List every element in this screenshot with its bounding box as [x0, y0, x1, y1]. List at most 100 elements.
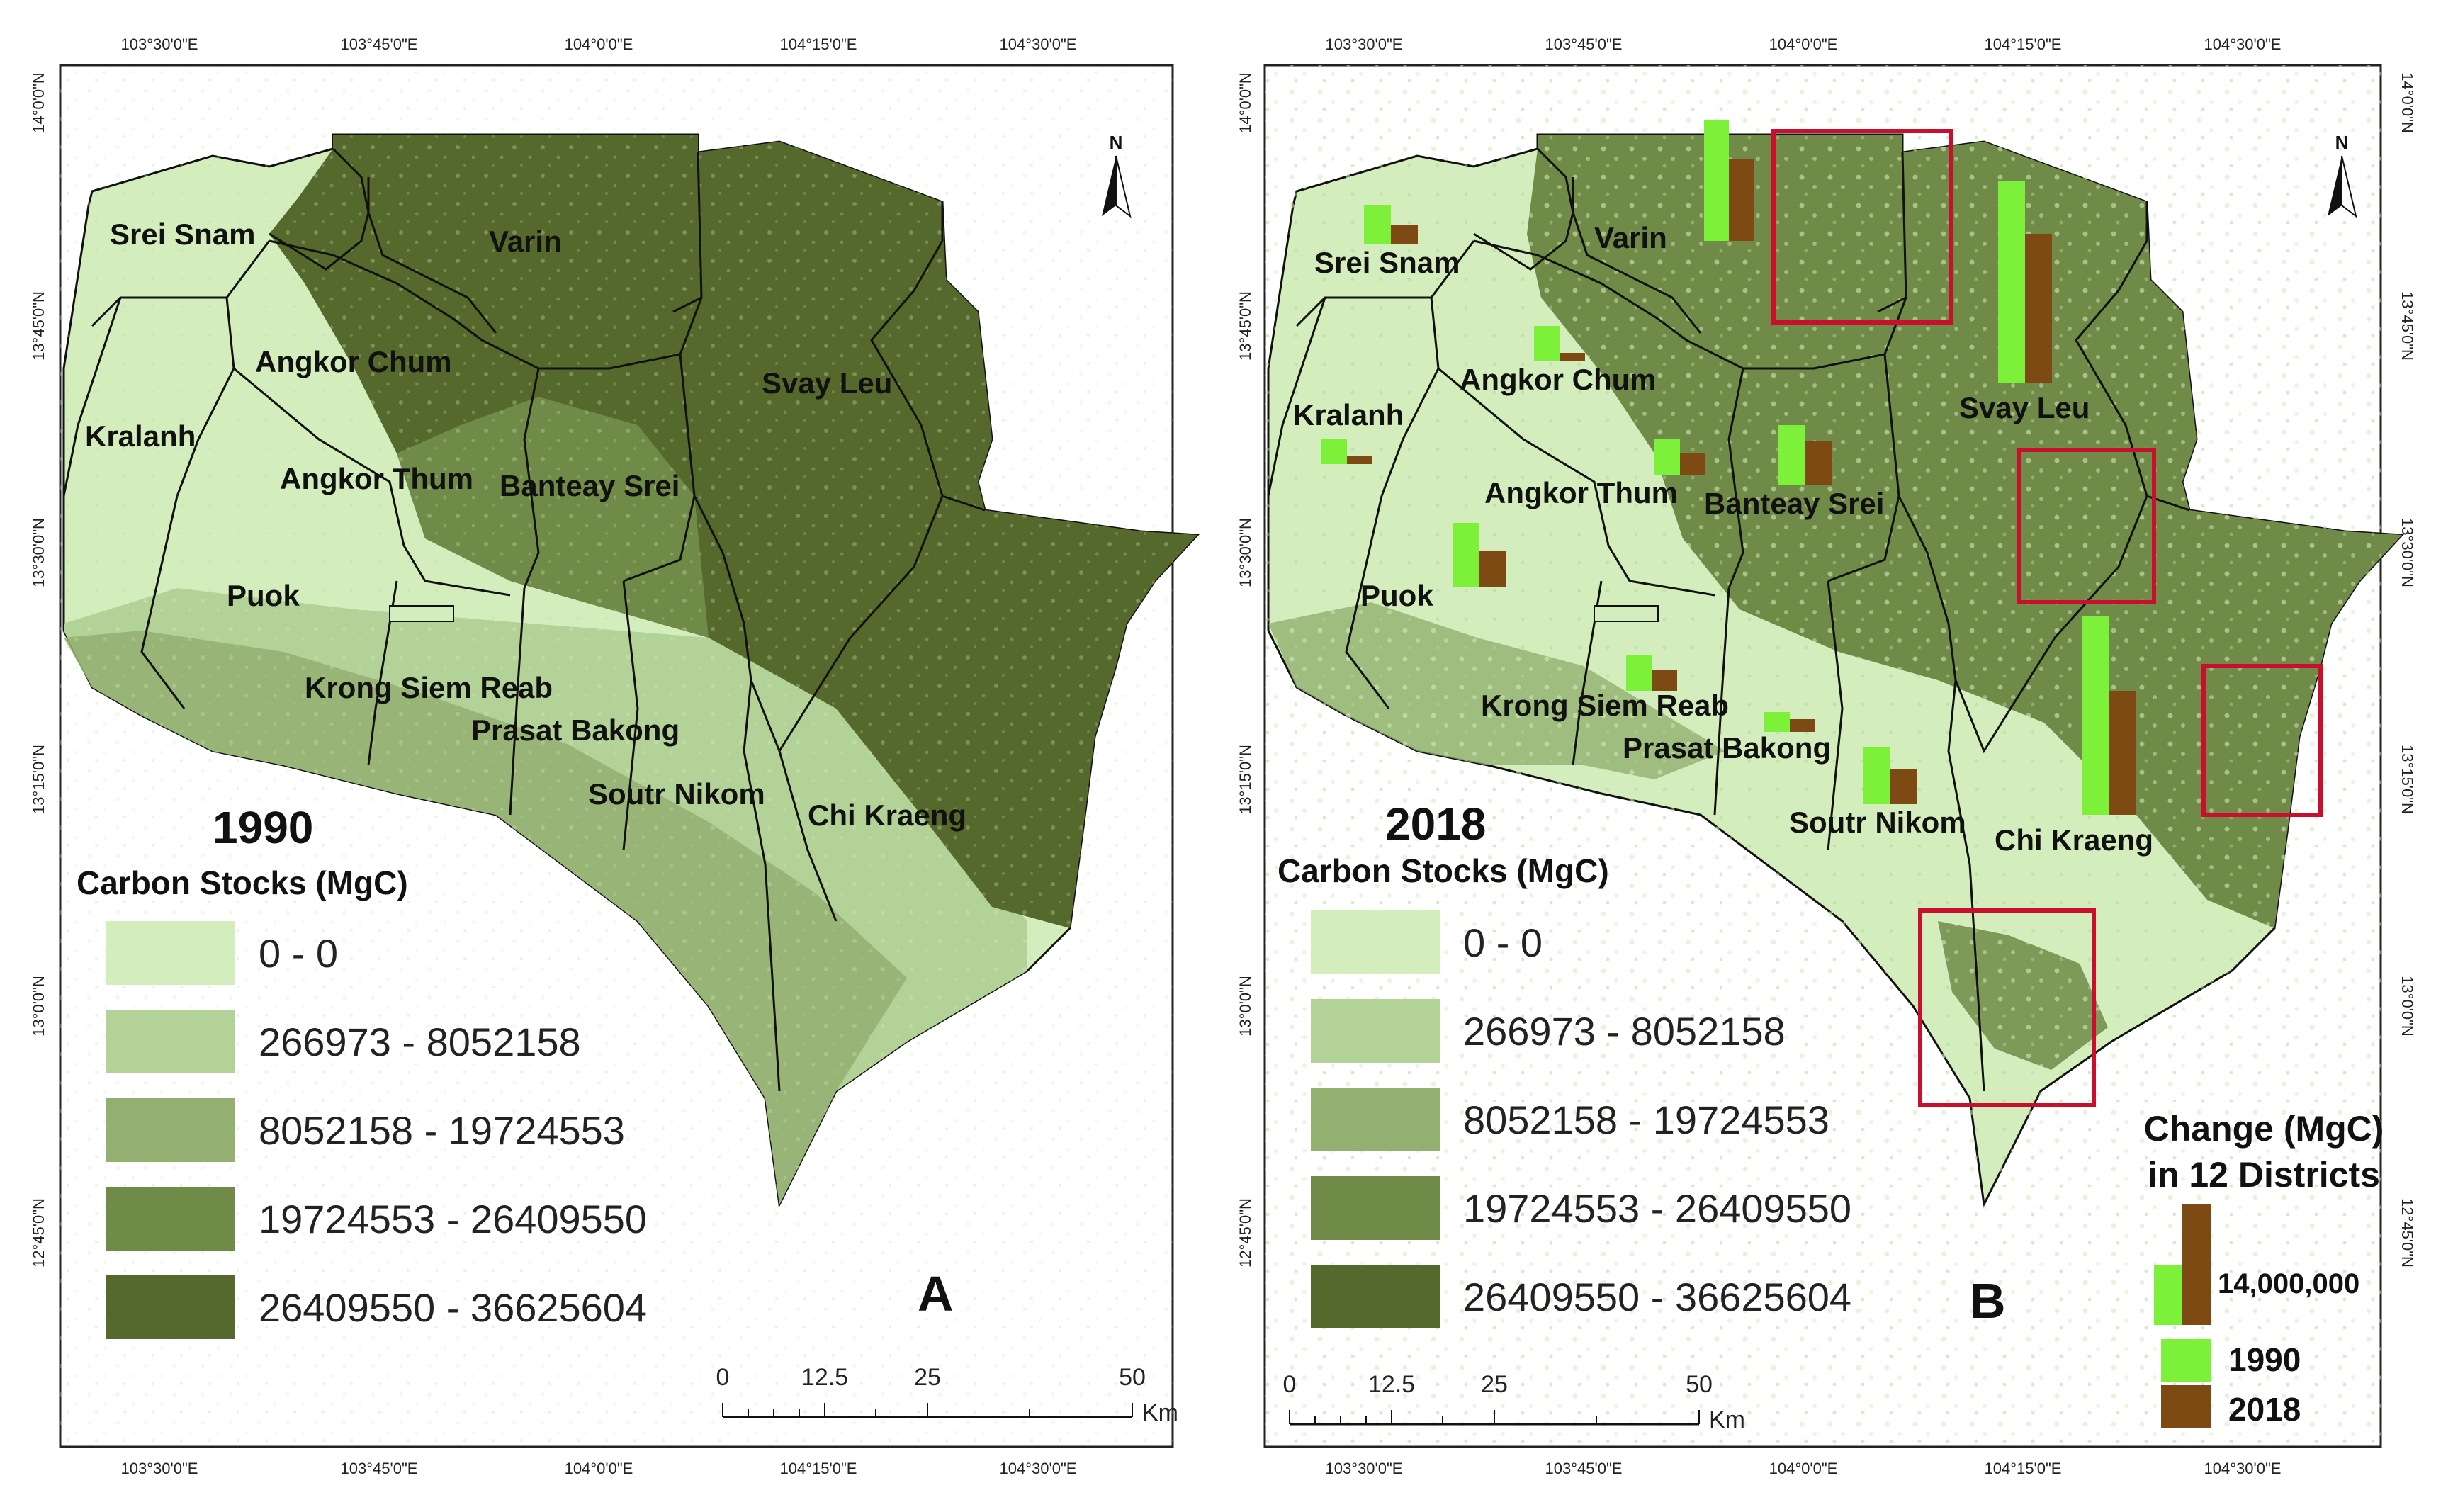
swatch-2018 [2161, 1385, 2211, 1428]
bar-2018-angkor-thum [1680, 453, 1705, 475]
district-label: Svay Leu [762, 366, 892, 400]
svg-text:104°15'0"E: 104°15'0"E [780, 1460, 857, 1477]
highlight-box [1918, 908, 2096, 1107]
svg-text:104°15'0"E: 104°15'0"E [780, 35, 857, 53]
legend-label-4: 26409550 - 36625604 [259, 1285, 647, 1330]
bar-2018-kralanh [1347, 456, 1372, 464]
legend-swatch-1 [106, 1010, 235, 1073]
svg-text:266973 - 8052158: 266973 - 8052158 [1463, 1009, 1786, 1054]
svg-text:103°45'0"E: 103°45'0"E [341, 1460, 418, 1477]
bar-2018-svay-leu [2025, 234, 2052, 383]
svg-text:104°30'0"E: 104°30'0"E [1000, 35, 1077, 53]
svg-text:104°0'0"E: 104°0'0"E [565, 1460, 633, 1477]
bar-1990-angkor-thum [1654, 439, 1680, 475]
highlight-box [2201, 664, 2323, 817]
svg-text:1990: 1990 [2228, 1341, 2301, 1378]
district-label: Angkor Thum [280, 462, 473, 495]
bar-1990-svay-leu [1998, 181, 2025, 383]
bar-1990-krong-siem-reab [1626, 655, 1652, 691]
ref-bar-2018 [2182, 1204, 2211, 1325]
highlight-box [1771, 129, 1953, 325]
top-coordinates: 103°30'0"E 103°45'0"E 104°0'0"E 104°15'0… [1326, 35, 2282, 53]
svg-text:103°30'0"E: 103°30'0"E [1326, 35, 1403, 53]
district-label: Kralanh [85, 419, 196, 453]
svg-text:13°0'0"N: 13°0'0"N [30, 976, 47, 1037]
highlight-box [2017, 448, 2156, 604]
year-label: 1990 [213, 802, 313, 853]
district-label: Angkor Chum [255, 345, 452, 378]
map-panel-b: N Srei Snam Varin Angkor Chum Svay Leu K… [1229, 0, 2453, 1512]
legend-title: Carbon Stocks (MgC) [1278, 852, 1609, 889]
svg-text:in 12 Districts: in 12 Districts [2148, 1155, 2380, 1195]
svg-text:104°0'0"E: 104°0'0"E [1769, 35, 1838, 53]
svg-text:13°45'0"N: 13°45'0"N [1236, 291, 1254, 361]
ref-bar-1990 [2154, 1265, 2182, 1325]
year-label: 2018 [1385, 799, 1486, 850]
svg-text:104°15'0"E: 104°15'0"E [1985, 1460, 2062, 1477]
district-label: Kralanh [1293, 398, 1404, 431]
legend-swatch-2 [106, 1098, 235, 1162]
svg-text:8052158 - 19724553: 8052158 - 19724553 [1463, 1098, 1829, 1142]
scale-label: 25 [914, 1364, 941, 1391]
bar-2018-prasat-bakong [1790, 719, 1815, 732]
svg-text:12.5: 12.5 [1368, 1371, 1415, 1398]
district-label: Prasat Bakong [471, 713, 679, 747]
svg-text:13°45'0"N: 13°45'0"N [2398, 291, 2416, 361]
svg-text:13°15'0"N: 13°15'0"N [2398, 745, 2416, 814]
svg-text:12°45'0"N: 12°45'0"N [1236, 1198, 1254, 1268]
svg-text:26409550 - 36625604: 26409550 - 36625604 [1463, 1275, 1851, 1319]
legend-swatch-3 [106, 1187, 235, 1251]
svg-text:13°30'0"N: 13°30'0"N [1236, 518, 1254, 587]
svg-text:12°45'0"N: 12°45'0"N [2398, 1198, 2416, 1268]
bottom-coordinates: 103°30'0"E 103°45'0"E 104°0'0"E 104°15'0… [121, 1460, 1077, 1477]
north-arrow: N [1102, 132, 1132, 218]
svg-text:104°30'0"E: 104°30'0"E [2204, 35, 2282, 53]
change-highlight-boxes [1771, 129, 2323, 1107]
legend-label-2: 8052158 - 19724553 [259, 1108, 625, 1153]
svg-text:103°45'0"E: 103°45'0"E [1545, 35, 1623, 53]
svg-text:103°30'0"E: 103°30'0"E [121, 35, 198, 53]
svg-text:25: 25 [1481, 1371, 1508, 1398]
district-boundaries [62, 147, 986, 1092]
left-coordinates: 14°0'0"N 13°45'0"N 13°30'0"N 13°15'0"N 1… [1236, 72, 1254, 1268]
district-label: Chi Kraeng [1995, 823, 2153, 857]
bar-1990-prasat-bakong [1764, 712, 1790, 732]
district-label: Varin [489, 225, 562, 258]
district-label: Soutr Nikom [588, 777, 765, 811]
bar-2018-banteay-srei [1805, 441, 1832, 485]
svg-text:50: 50 [1686, 1371, 1713, 1398]
legend: 0 - 0 266973 - 8052158 8052158 - 1972455… [1311, 910, 1851, 1328]
right-coordinates: 14°0'0"N 13°45'0"N 13°30'0"N 13°15'0"N 1… [2398, 72, 2416, 1268]
left-coordinates: 14°0'0"N 13°45'0"N 13°30'0"N 13°15'0"N 1… [30, 72, 47, 1268]
district-label: Soutr Nikom [1789, 806, 1966, 839]
svg-text:103°45'0"E: 103°45'0"E [341, 35, 418, 53]
svg-text:103°30'0"E: 103°30'0"E [1326, 1460, 1403, 1477]
bar-2018-varin [1729, 159, 1754, 241]
bar-2018-krong-siem-reab [1652, 670, 1677, 691]
north-arrow: N [2328, 132, 2357, 218]
district-labels: Srei Snam Varin Angkor Chum Svay Leu Kra… [85, 218, 966, 832]
scale-bar: 0 12.5 25 50 Km [716, 1364, 1178, 1426]
district-label: Srei Snam [110, 218, 255, 251]
legend-label-1: 266973 - 8052158 [259, 1020, 581, 1064]
svg-text:103°30'0"E: 103°30'0"E [121, 1460, 198, 1477]
svg-text:13°15'0"N: 13°15'0"N [30, 745, 47, 814]
svg-text:13°30'0"N: 13°30'0"N [30, 518, 47, 587]
district-label: Angkor Chum [1460, 363, 1657, 396]
panel-letter: A [918, 1266, 954, 1321]
legend-swatch-0 [106, 921, 235, 985]
top-coordinates: 103°30'0"E 103°45'0"E 104°0'0"E 104°15'0… [121, 35, 1077, 53]
district-label: Banteay Srei [1704, 487, 1884, 520]
map-a-svg: N Srei Snam Varin Angkor Chum Svay Leu K… [30, 35, 1200, 1477]
svg-text:0 - 0: 0 - 0 [1463, 920, 1543, 965]
scale-unit: Km [1142, 1399, 1178, 1426]
bar-1990-chi-kraeng [2082, 616, 2109, 815]
district-label: Banteay Srei [500, 469, 679, 502]
district-label: Puok [1360, 579, 1433, 612]
legend-title: Carbon Stocks (MgC) [77, 864, 408, 901]
bar-2018-srei-snam [1391, 225, 1418, 244]
scale-label: 50 [1119, 1364, 1146, 1391]
svg-text:103°45'0"E: 103°45'0"E [1545, 1460, 1623, 1477]
bar-1990-soutr-nikom [1863, 747, 1890, 804]
district-label: Puok [227, 579, 300, 612]
